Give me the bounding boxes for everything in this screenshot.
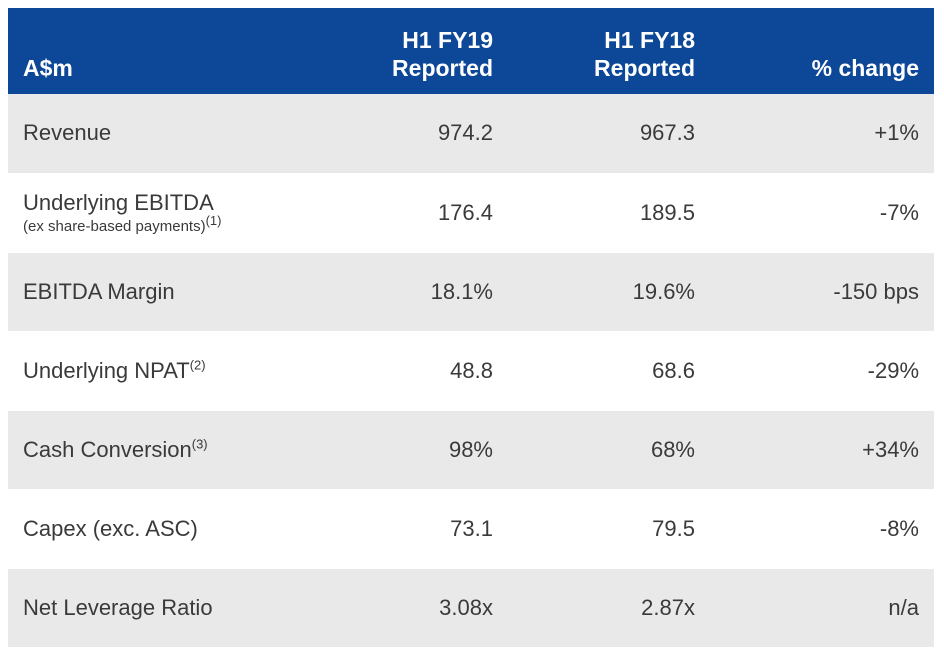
- footnote-ref: (2): [189, 357, 206, 373]
- cell-fy18: 19.6%: [508, 252, 710, 332]
- header-h1-fy19-line1: H1 FY19: [402, 27, 493, 53]
- cell-fy18: 79.5: [508, 489, 710, 569]
- row-label-text: Revenue: [23, 120, 112, 146]
- cell-fy19: 3.08x: [298, 568, 508, 648]
- cell-change: -150 bps: [710, 252, 934, 332]
- cell-fy18: 189.5: [508, 173, 710, 253]
- cell-fy18: 2.87x: [508, 568, 710, 648]
- header-h1-fy19-line2: Reported: [392, 55, 493, 81]
- cell-change: -8%: [710, 489, 934, 569]
- cell-fy19: 974.2: [298, 94, 508, 174]
- row-label-text: Cash Conversion: [23, 436, 192, 462]
- row-label: Revenue: [8, 94, 298, 174]
- cell-fy18: 68%: [508, 410, 710, 490]
- table-row-cash-conversion: Cash Conversion(3) 98% 68% +34%: [8, 410, 934, 490]
- footnote-ref: (1): [205, 212, 222, 228]
- cell-fy19: 176.4: [298, 173, 508, 253]
- cell-fy18: 967.3: [508, 94, 710, 174]
- cell-change: n/a: [710, 568, 934, 648]
- table-row-capex: Capex (exc. ASC) 73.1 79.5 -8%: [8, 489, 934, 569]
- table-row-underlying-ebitda: Underlying EBITDA (ex share-based paymen…: [8, 173, 934, 253]
- row-label-text: EBITDA Margin: [23, 278, 175, 304]
- row-label-text: Capex (exc. ASC): [23, 515, 198, 541]
- row-label: Capex (exc. ASC): [8, 489, 298, 569]
- row-label-text: Net Leverage Ratio: [23, 594, 213, 620]
- row-sublabel-text: (ex share-based payments): [23, 217, 206, 235]
- header-h1-fy19: H1 FY19 Reported: [298, 8, 508, 94]
- cell-change: -29%: [710, 331, 934, 411]
- header-h1-fy18-line2: Reported: [594, 55, 695, 81]
- table-row-net-leverage: Net Leverage Ratio 3.08x 2.87x n/a: [8, 568, 934, 648]
- cell-fy18: 68.6: [508, 331, 710, 411]
- table-row-underlying-npat: Underlying NPAT(2) 48.8 68.6 -29%: [8, 331, 934, 411]
- cell-fy19: 48.8: [298, 331, 508, 411]
- header-h1-fy18-line1: H1 FY18: [604, 27, 695, 53]
- header-h1-fy18: H1 FY18 Reported: [508, 8, 710, 94]
- cell-change: -7%: [710, 173, 934, 253]
- row-label: Underlying NPAT(2): [8, 331, 298, 411]
- header-unit: A$m: [8, 8, 298, 94]
- header-row: A$m H1 FY19 Reported H1 FY18 Reported % …: [8, 8, 934, 94]
- cell-change: +34%: [710, 410, 934, 490]
- row-label: Cash Conversion(3): [8, 410, 298, 490]
- cell-fy19: 73.1: [298, 489, 508, 569]
- header-pct-change: % change: [710, 8, 934, 94]
- cell-fy19: 98%: [298, 410, 508, 490]
- row-sublabel: (ex share-based payments)(1): [23, 214, 283, 236]
- financial-summary-table: A$m H1 FY19 Reported H1 FY18 Reported % …: [8, 8, 934, 648]
- cell-fy19: 18.1%: [298, 252, 508, 332]
- table-row-revenue: Revenue 974.2 967.3 +1%: [8, 94, 934, 174]
- row-label: EBITDA Margin: [8, 252, 298, 332]
- row-label: Net Leverage Ratio: [8, 568, 298, 648]
- row-label: Underlying EBITDA (ex share-based paymen…: [8, 173, 298, 253]
- table-row-ebitda-margin: EBITDA Margin 18.1% 19.6% -150 bps: [8, 252, 934, 332]
- footnote-ref: (3): [191, 436, 208, 452]
- cell-change: +1%: [710, 94, 934, 174]
- row-label-text: Underlying NPAT: [23, 357, 190, 383]
- row-label-text: Underlying EBITDA: [23, 189, 214, 215]
